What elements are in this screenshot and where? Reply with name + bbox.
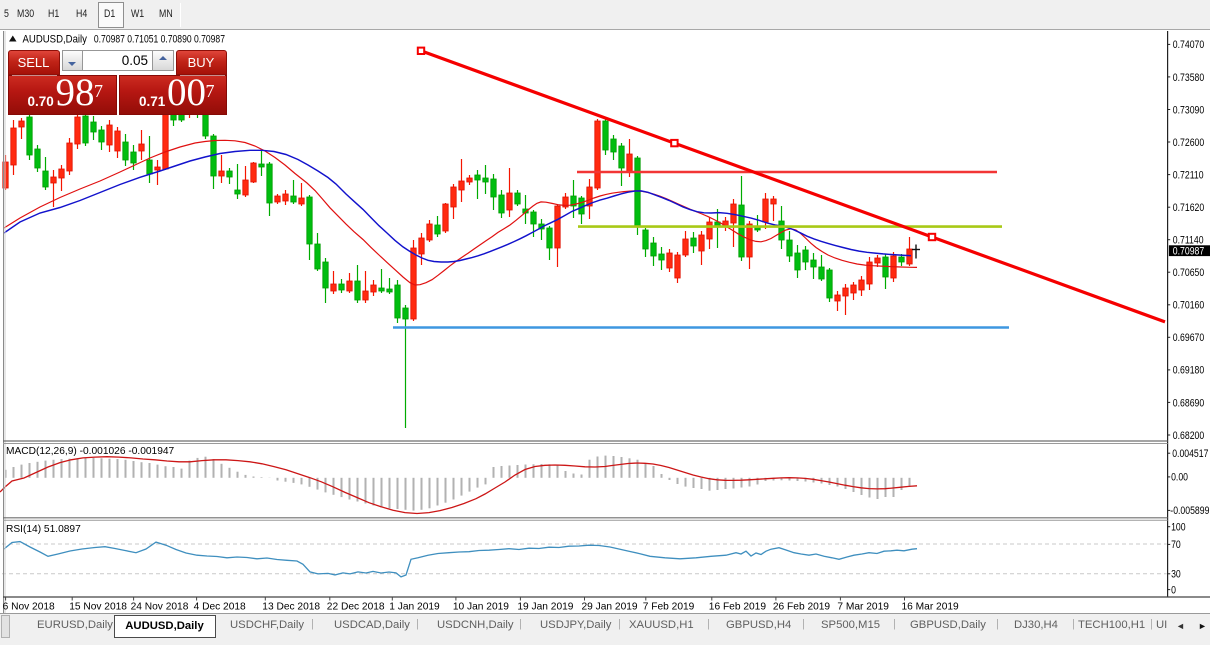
svg-text:0.73580: 0.73580	[1173, 72, 1205, 84]
svg-text:0.69670: 0.69670	[1173, 332, 1205, 344]
svg-text:AUDUSD,Daily: AUDUSD,Daily	[23, 34, 88, 46]
svg-text:30: 30	[1171, 569, 1181, 581]
svg-text:7 Feb 2019: 7 Feb 2019	[643, 602, 695, 613]
svg-text:0.70160: 0.70160	[1173, 300, 1205, 312]
svg-text:16 Feb 2019: 16 Feb 2019	[709, 602, 767, 613]
svg-text:0: 0	[1171, 585, 1176, 597]
svg-text:-0.005899: -0.005899	[1170, 505, 1210, 517]
svg-text:0.00: 0.00	[1171, 472, 1188, 484]
svg-text:0.73090: 0.73090	[1173, 104, 1205, 116]
svg-text:70: 70	[1171, 539, 1181, 551]
svg-text:RSI(14) 51.0897: RSI(14) 51.0897	[6, 524, 81, 535]
svg-text:0.71140: 0.71140	[1173, 235, 1204, 247]
svg-text:0.004517: 0.004517	[1172, 448, 1209, 460]
svg-text:100: 100	[1171, 522, 1186, 534]
svg-text:24 Nov 2018: 24 Nov 2018	[131, 602, 189, 613]
svg-text:19 Jan 2019: 19 Jan 2019	[517, 602, 573, 613]
svg-text:0.70650: 0.70650	[1173, 267, 1205, 279]
svg-text:0.71620: 0.71620	[1173, 202, 1205, 214]
svg-text:7 Mar 2019: 7 Mar 2019	[837, 602, 889, 613]
svg-text:1 Jan 2019: 1 Jan 2019	[389, 602, 440, 613]
svg-text:4 Dec 2018: 4 Dec 2018	[194, 602, 246, 613]
svg-text:16 Mar 2019: 16 Mar 2019	[902, 602, 960, 613]
svg-text:0.69180: 0.69180	[1173, 365, 1205, 377]
svg-text:0.74070: 0.74070	[1173, 39, 1205, 51]
svg-text:10 Jan 2019: 10 Jan 2019	[453, 602, 509, 613]
svg-text:26 Feb 2019: 26 Feb 2019	[773, 602, 831, 613]
svg-text:0.68690: 0.68690	[1173, 397, 1205, 409]
svg-text:15 Nov 2018: 15 Nov 2018	[69, 602, 127, 613]
svg-text:0.70987 0.71051 0.70890 0.7098: 0.70987 0.71051 0.70890 0.70987	[94, 34, 225, 46]
svg-text:13 Dec 2018: 13 Dec 2018	[262, 602, 320, 613]
svg-text:0.72110: 0.72110	[1173, 170, 1204, 182]
svg-text:MACD(12,26,9) -0.001026 -0.001: MACD(12,26,9) -0.001026 -0.001947	[6, 446, 175, 457]
svg-text:22 Dec 2018: 22 Dec 2018	[327, 602, 385, 613]
svg-text:0.70987: 0.70987	[1173, 245, 1205, 257]
svg-text:0.68200: 0.68200	[1173, 430, 1205, 442]
svg-text:29 Jan 2019: 29 Jan 2019	[582, 602, 638, 613]
svg-text:0.72600: 0.72600	[1173, 137, 1205, 149]
svg-text:6 Nov 2018: 6 Nov 2018	[3, 602, 55, 613]
